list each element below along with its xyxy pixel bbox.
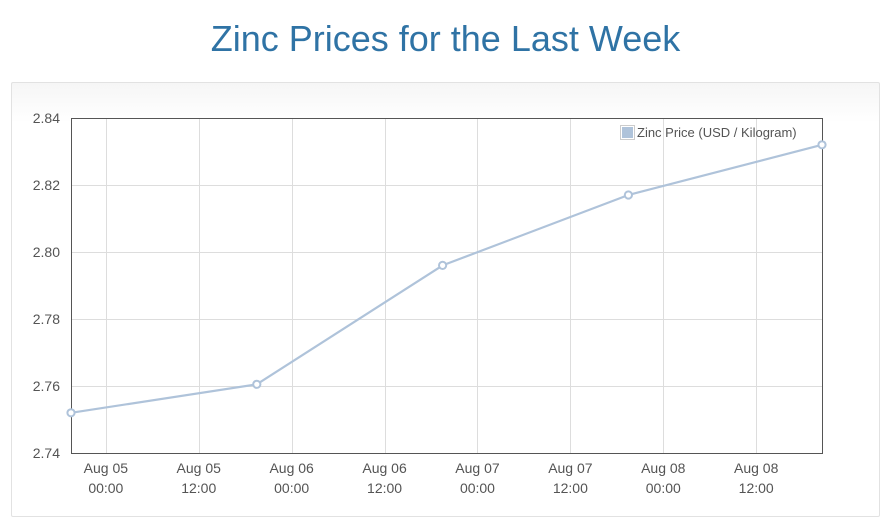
data-point[interactable]	[252, 379, 262, 389]
x-tick-label-time: 12:00	[181, 480, 216, 496]
grid-layer	[71, 118, 822, 453]
x-tick-label-date: Aug 06	[269, 460, 314, 476]
x-tick-label-time: 12:00	[739, 480, 774, 496]
x-tick-label-time: 00:00	[274, 480, 309, 496]
x-tick-label-date: Aug 07	[548, 460, 593, 476]
x-tick-label: Aug 05 00:00	[84, 460, 129, 496]
y-tick-label: 2.76	[33, 378, 60, 394]
x-tick-label-date: Aug 08	[734, 460, 779, 476]
legend-label: Zinc Price (USD / Kilogram)	[637, 125, 797, 140]
x-tick-label: Aug 05 12:00	[177, 460, 222, 496]
x-tick-label-date: Aug 05	[177, 460, 222, 476]
x-tick-label: Aug 06 12:00	[362, 460, 407, 496]
x-tick-label-time: 12:00	[367, 480, 402, 496]
legend-swatch	[622, 127, 633, 138]
x-tick-label-date: Aug 06	[362, 460, 407, 476]
data-point[interactable]	[66, 408, 76, 418]
data-point[interactable]	[623, 190, 634, 200]
x-tick-label-time: 12:00	[553, 480, 588, 496]
x-tick-label: Aug 08 00:00	[641, 460, 686, 496]
x-tick-label: Aug 07 12:00	[548, 460, 593, 496]
y-tick-label: 2.84	[33, 110, 60, 126]
page-title: Zinc Prices for the Last Week	[210, 18, 681, 59]
y-tick-label: 2.74	[33, 445, 60, 461]
plot-background	[71, 118, 822, 453]
x-tick-label-date: Aug 05	[84, 460, 129, 476]
y-tick-label: 2.80	[33, 244, 60, 260]
x-tick-label-date: Aug 07	[455, 460, 500, 476]
x-tick-label-time: 00:00	[88, 480, 123, 496]
x-tick-label-time: 00:00	[646, 480, 681, 496]
data-point[interactable]	[438, 260, 448, 270]
x-tick-label-date: Aug 08	[641, 460, 686, 476]
series-layer	[66, 140, 827, 418]
data-point[interactable]	[817, 140, 827, 150]
x-tick-label: Aug 08 12:00	[734, 460, 779, 496]
x-tick-label-time: 00:00	[460, 480, 495, 496]
x-tick-label: Aug 07 00:00	[455, 460, 500, 496]
plot-frame	[71, 118, 823, 454]
y-tick-label: 2.78	[33, 311, 60, 327]
y-tick-label: 2.82	[33, 177, 60, 193]
legend[interactable]: Zinc Price (USD / Kilogram)	[620, 125, 797, 140]
x-tick-label: Aug 06 00:00	[269, 460, 314, 496]
x-axis-ticks: Aug 05 00:00 Aug 05 12:00 Aug 06 00:00 Aug 06 1…	[84, 460, 779, 496]
y-axis-ticks: 2.74 2.76 2.78 2.80 2.82 2.84	[33, 110, 60, 461]
